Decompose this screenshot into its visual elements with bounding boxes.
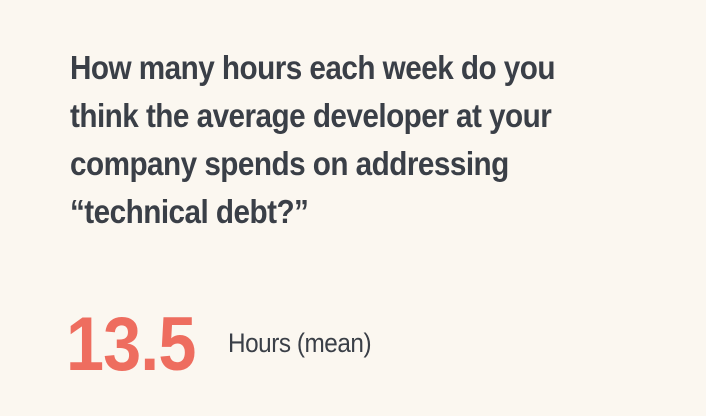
question-heading: How many hours each week do you think th… <box>70 49 556 230</box>
stat-row: 13.5 Hours (mean) <box>66 300 387 390</box>
stat-label: Hours (mean) <box>227 328 372 358</box>
stat-value: 13.5 <box>66 302 196 387</box>
